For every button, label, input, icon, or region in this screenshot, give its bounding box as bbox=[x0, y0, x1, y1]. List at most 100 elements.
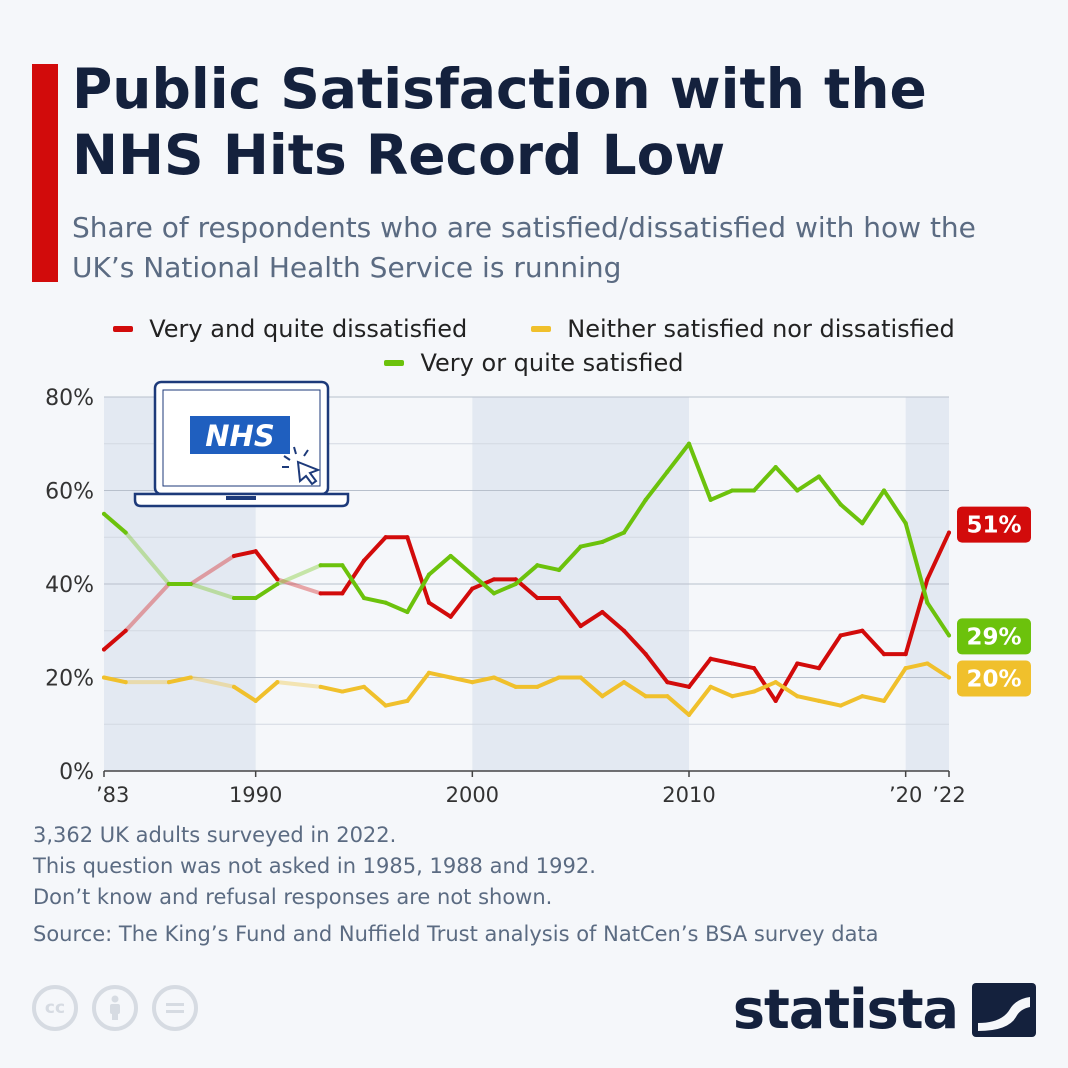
series-segment-1 bbox=[448, 675, 475, 685]
legend-label-satisfied: Very or quite satisfied bbox=[420, 349, 684, 377]
attribution-icon[interactable] bbox=[92, 985, 138, 1031]
data-point-0 bbox=[643, 652, 648, 657]
line-chart: 0% 20% 40% 60% 80% ’83 1990 2000 2010 ’20 ’22 NHS… bbox=[45, 380, 1031, 807]
legend-item-dissatisfied: Very and quite dissatisfied bbox=[113, 315, 467, 343]
data-point-2 bbox=[838, 502, 843, 507]
data-point-1 bbox=[232, 684, 236, 689]
series-segment-2 bbox=[795, 474, 821, 493]
data-point-2 bbox=[275, 582, 280, 586]
data-point-0 bbox=[275, 577, 280, 582]
data-point-2 bbox=[188, 582, 193, 586]
brand-name: statista bbox=[732, 978, 959, 1041]
series-segment-2 bbox=[708, 488, 735, 502]
legend-label-dissatisfied: Very and quite dissatisfied bbox=[149, 315, 468, 343]
data-point-1 bbox=[622, 680, 626, 685]
data-point-0 bbox=[578, 624, 583, 629]
data-point-0 bbox=[232, 553, 236, 558]
data-point-2 bbox=[362, 596, 366, 601]
data-point-1 bbox=[102, 675, 106, 680]
data-point-1 bbox=[383, 703, 388, 708]
x-tick-label: 2000 bbox=[446, 783, 499, 807]
data-point-1 bbox=[318, 684, 323, 689]
data-point-0 bbox=[405, 535, 410, 540]
series-segment-1 bbox=[362, 684, 388, 708]
series-segment-0 bbox=[340, 558, 366, 596]
series-segment-0 bbox=[448, 586, 475, 619]
series-segment-0 bbox=[275, 577, 323, 596]
series-segment-2 bbox=[622, 497, 648, 535]
chart-subtitle: Share of respondents who are satisfied/d… bbox=[72, 211, 976, 284]
data-point-2 bbox=[578, 544, 583, 549]
series-segment-2 bbox=[752, 465, 778, 493]
series-segment-2 bbox=[102, 511, 128, 535]
data-point-0 bbox=[903, 652, 908, 657]
y-tick-label: 80% bbox=[45, 386, 94, 411]
data-point-2 bbox=[687, 441, 691, 446]
data-point-0 bbox=[708, 656, 713, 661]
series-segment-1 bbox=[102, 675, 128, 685]
data-point-0 bbox=[925, 577, 930, 582]
data-point-2 bbox=[860, 521, 865, 526]
statista-brand[interactable]: statista bbox=[733, 978, 1036, 1041]
series-segment-1 bbox=[665, 694, 691, 717]
data-point-1 bbox=[730, 694, 735, 699]
y-tick-label: 60% bbox=[45, 480, 94, 505]
series-segment-1 bbox=[383, 698, 410, 708]
series-segment-0 bbox=[102, 628, 128, 652]
data-point-0 bbox=[470, 586, 475, 591]
series-segment-2 bbox=[578, 539, 605, 549]
series-segment-1 bbox=[882, 666, 908, 703]
data-point-1 bbox=[188, 675, 193, 680]
data-point-2 bbox=[643, 497, 648, 502]
data-point-2 bbox=[795, 488, 800, 493]
data-point-1 bbox=[405, 698, 410, 703]
series-segment-0 bbox=[557, 596, 583, 629]
series-segment-0 bbox=[622, 628, 648, 657]
no-derivatives-icon[interactable] bbox=[152, 985, 198, 1031]
data-point-2 bbox=[167, 582, 171, 586]
data-point-0 bbox=[535, 596, 540, 601]
data-point-0 bbox=[383, 535, 388, 540]
data-point-1 bbox=[275, 680, 280, 685]
data-point-1 bbox=[535, 684, 540, 689]
data-point-0 bbox=[730, 661, 735, 666]
data-point-2 bbox=[557, 567, 561, 572]
data-point-0 bbox=[253, 549, 258, 554]
data-point-0 bbox=[882, 652, 886, 657]
series-segment-0 bbox=[752, 666, 778, 703]
series-segment-0 bbox=[123, 582, 171, 633]
series-segment-2 bbox=[362, 596, 388, 605]
cc-icon[interactable]: cc bbox=[32, 985, 78, 1031]
footnote-missing-years: This question was not asked in 1985, 198… bbox=[33, 854, 596, 878]
series-segment-0 bbox=[665, 680, 691, 689]
data-point-0 bbox=[752, 666, 756, 671]
series-segment-2 bbox=[448, 553, 475, 577]
series-segment-1 bbox=[860, 694, 886, 703]
series-segment-2 bbox=[557, 544, 583, 572]
series-segment-2 bbox=[600, 530, 626, 544]
series-segment-2 bbox=[275, 563, 323, 586]
data-point-2 bbox=[232, 596, 236, 601]
series-segment-0 bbox=[795, 661, 821, 671]
series-segment-1 bbox=[578, 675, 605, 699]
license-icons[interactable]: cc bbox=[32, 985, 198, 1031]
end-label-box-2 bbox=[957, 618, 1031, 655]
title-accent-bar bbox=[32, 64, 58, 282]
series-segment-1 bbox=[232, 684, 258, 703]
data-point-1 bbox=[513, 684, 518, 689]
series-segment-1 bbox=[427, 670, 453, 680]
data-point-2 bbox=[925, 600, 930, 605]
data-point-1 bbox=[448, 675, 453, 680]
series-segment-0 bbox=[687, 656, 713, 689]
y-tick-label: 40% bbox=[45, 573, 94, 598]
data-point-0 bbox=[362, 558, 366, 563]
series-segment-2 bbox=[470, 572, 496, 596]
series-segment-2 bbox=[817, 474, 843, 507]
series-segment-1 bbox=[340, 684, 366, 694]
series-segment-1 bbox=[318, 684, 345, 694]
data-point-0 bbox=[773, 698, 778, 703]
data-point-2 bbox=[513, 582, 518, 586]
data-point-0 bbox=[123, 628, 128, 633]
series-segment-2 bbox=[903, 521, 930, 605]
data-point-1 bbox=[665, 694, 670, 699]
